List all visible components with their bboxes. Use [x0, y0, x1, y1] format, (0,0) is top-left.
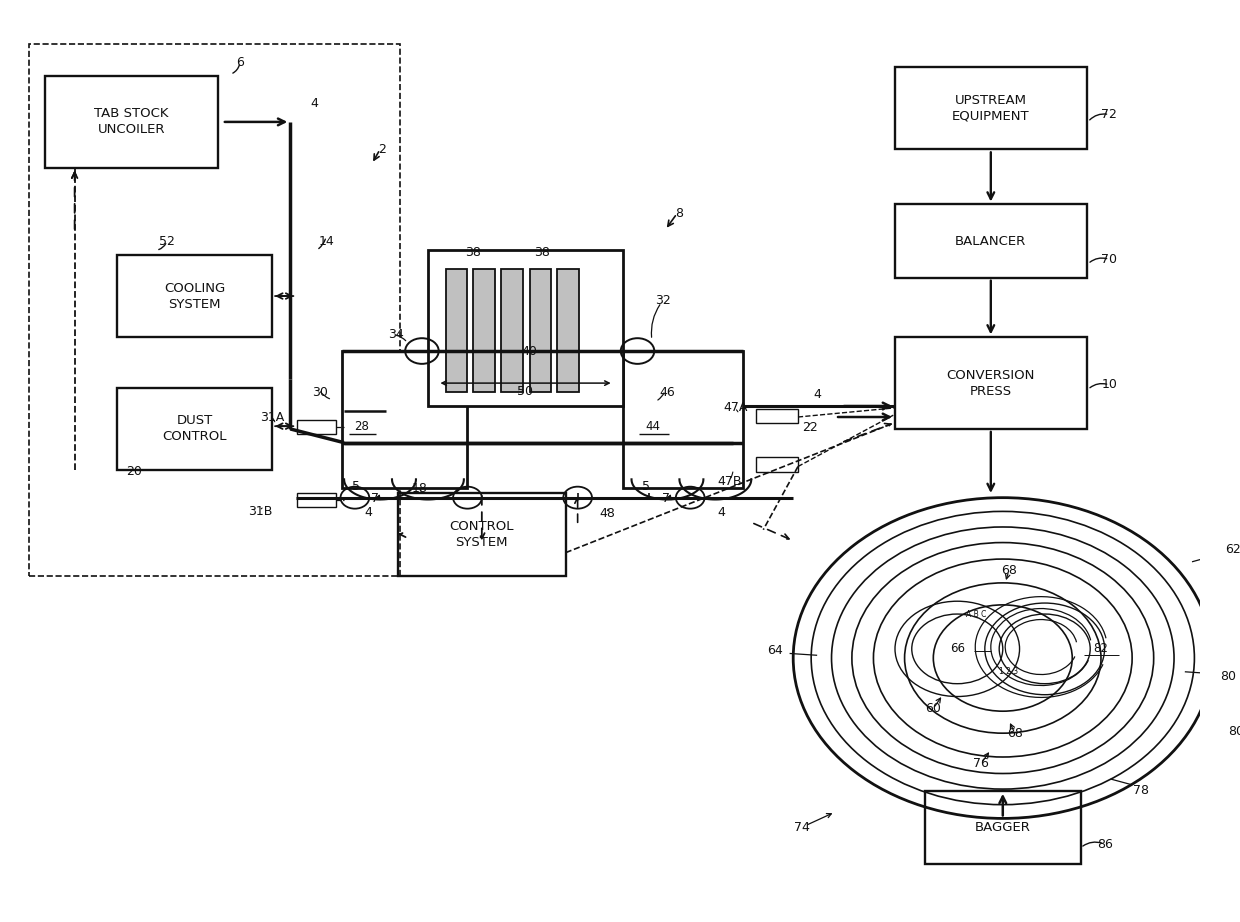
Text: UPSTREAM
EQUIPMENT: UPSTREAM EQUIPMENT	[952, 94, 1029, 123]
Text: 52: 52	[159, 234, 175, 247]
Text: 66: 66	[950, 643, 965, 656]
Bar	[501, 268, 522, 392]
Bar	[925, 791, 1080, 864]
Text: 4: 4	[718, 506, 725, 519]
Text: 76: 76	[973, 757, 990, 770]
Text: 5: 5	[642, 480, 650, 493]
Text: 80: 80	[1220, 670, 1236, 683]
Text: 72: 72	[1101, 108, 1117, 121]
Text: 32: 32	[655, 294, 671, 307]
Text: TAB STOCK
UNCOILER: TAB STOCK UNCOILER	[94, 108, 169, 136]
Bar	[895, 337, 1086, 429]
Text: 20: 20	[126, 466, 143, 479]
Text: 68: 68	[1007, 727, 1023, 739]
Text: 2: 2	[378, 143, 387, 156]
Bar	[298, 493, 336, 507]
Bar	[117, 387, 273, 470]
Text: BAGGER: BAGGER	[975, 822, 1030, 834]
Text: 8: 8	[676, 207, 683, 220]
Text: A B C: A B C	[966, 609, 987, 619]
Text: 10: 10	[1101, 378, 1117, 392]
Text: 30: 30	[312, 385, 329, 399]
Text: 70: 70	[1101, 253, 1117, 266]
Text: 4: 4	[365, 506, 372, 519]
Text: 38: 38	[533, 245, 549, 258]
Text: 5: 5	[352, 480, 360, 493]
Bar	[298, 420, 336, 433]
Text: 18: 18	[412, 482, 428, 495]
Text: 34: 34	[388, 328, 403, 341]
Text: 31B: 31B	[248, 505, 273, 518]
Bar	[446, 268, 467, 392]
Text: 38: 38	[465, 245, 481, 258]
Text: 74: 74	[794, 822, 810, 834]
Text: 31A: 31A	[260, 410, 284, 423]
Text: CONVERSION
PRESS: CONVERSION PRESS	[946, 369, 1035, 397]
Text: 14: 14	[319, 234, 334, 247]
Bar	[529, 268, 552, 392]
Text: 44: 44	[646, 420, 661, 432]
Text: 86: 86	[1096, 837, 1112, 851]
Bar	[45, 77, 218, 168]
Text: CONTROL
SYSTEM: CONTROL SYSTEM	[450, 520, 515, 549]
Text: 6: 6	[236, 56, 244, 69]
Bar	[624, 351, 743, 489]
Bar	[895, 67, 1086, 149]
Text: 68: 68	[1001, 564, 1017, 577]
Text: 50: 50	[517, 384, 533, 398]
Text: 28: 28	[355, 420, 370, 432]
Bar	[117, 254, 273, 337]
Text: COOLING
SYSTEM: COOLING SYSTEM	[164, 281, 224, 311]
Bar	[342, 351, 467, 489]
Bar	[895, 205, 1086, 278]
Text: 7: 7	[662, 492, 671, 505]
Text: 47B: 47B	[718, 475, 742, 488]
Text: 22: 22	[802, 420, 818, 433]
Text: 40: 40	[522, 345, 538, 358]
Text: BALANCER: BALANCER	[955, 234, 1027, 247]
Text: 48: 48	[600, 507, 615, 520]
Text: 47A: 47A	[723, 401, 748, 414]
Text: 82: 82	[1094, 643, 1109, 656]
Text: 62: 62	[1225, 543, 1240, 556]
Text: 64: 64	[768, 644, 784, 657]
Text: 1 2 3: 1 2 3	[999, 668, 1018, 676]
Text: DUST
CONTROL: DUST CONTROL	[162, 414, 227, 443]
Text: 46: 46	[660, 385, 676, 399]
Bar	[398, 493, 565, 575]
Bar	[29, 44, 401, 575]
Text: 4: 4	[813, 387, 821, 400]
Text: 4: 4	[310, 97, 319, 110]
Text: 80: 80	[1229, 725, 1240, 738]
Bar	[428, 250, 624, 406]
Text: 60: 60	[925, 702, 941, 715]
Bar	[756, 408, 799, 423]
Text: 7: 7	[371, 492, 379, 505]
Bar	[756, 457, 799, 472]
Text: 78: 78	[1132, 785, 1148, 798]
Bar	[474, 268, 495, 392]
Bar	[557, 268, 579, 392]
